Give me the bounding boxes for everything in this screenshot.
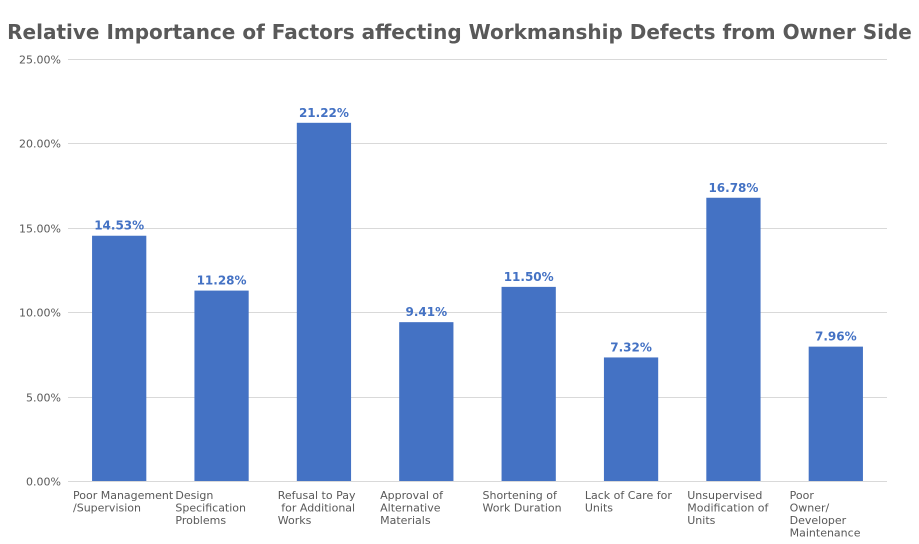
category-label: Shortening of Work Duration	[483, 489, 562, 515]
data-label: 16.78%	[708, 181, 758, 195]
gridlines	[68, 59, 887, 482]
bars	[92, 122, 863, 481]
bar	[194, 290, 249, 481]
data-label: 21.22%	[299, 106, 349, 120]
y-tick-label: 20.00%	[19, 138, 61, 151]
bar	[296, 122, 352, 481]
y-tick-label: 5.00%	[26, 392, 61, 405]
category-label: Approval of Alternative Materials	[380, 489, 444, 527]
category-label: Poor Management/Supervision	[73, 489, 174, 515]
bar	[808, 346, 863, 481]
data-label: 11.50%	[504, 270, 554, 284]
category-label: Poor Owner/Developer Maintenance	[790, 489, 861, 540]
data-label: 14.53%	[94, 219, 144, 233]
bar	[399, 322, 454, 481]
category-label: Design Specification Problems	[175, 489, 246, 527]
y-tick-label: 15.00%	[19, 223, 61, 236]
category-label: Lack of Care for Units	[585, 489, 672, 515]
bar	[92, 235, 147, 481]
data-label: 7.32%	[610, 340, 652, 354]
bar	[603, 357, 659, 481]
y-tick-label: 25.00%	[19, 54, 61, 67]
bar	[501, 286, 556, 481]
data-label: 9.41%	[405, 305, 447, 319]
data-labels: 14.53% 11.28% 21.22% 9.41% 11.50% 7.32% 16.78%…	[94, 106, 856, 355]
y-tick-label: 0.00%	[26, 476, 61, 489]
category-label: Refusal to Pay for Additional Works	[278, 489, 356, 527]
bar	[706, 197, 761, 481]
y-axis-tick-labels: 0.00% 5.00% 10.00% 15.00% 20.00% 25.00%	[19, 54, 61, 489]
data-label: 7.96%	[815, 330, 857, 344]
category-label: Unsupervised Modification of Units	[687, 489, 769, 527]
chart-title: Relative Importance of Factors affecting…	[7, 20, 912, 44]
data-label: 11.28%	[197, 274, 247, 288]
y-tick-label: 10.00%	[19, 307, 61, 320]
